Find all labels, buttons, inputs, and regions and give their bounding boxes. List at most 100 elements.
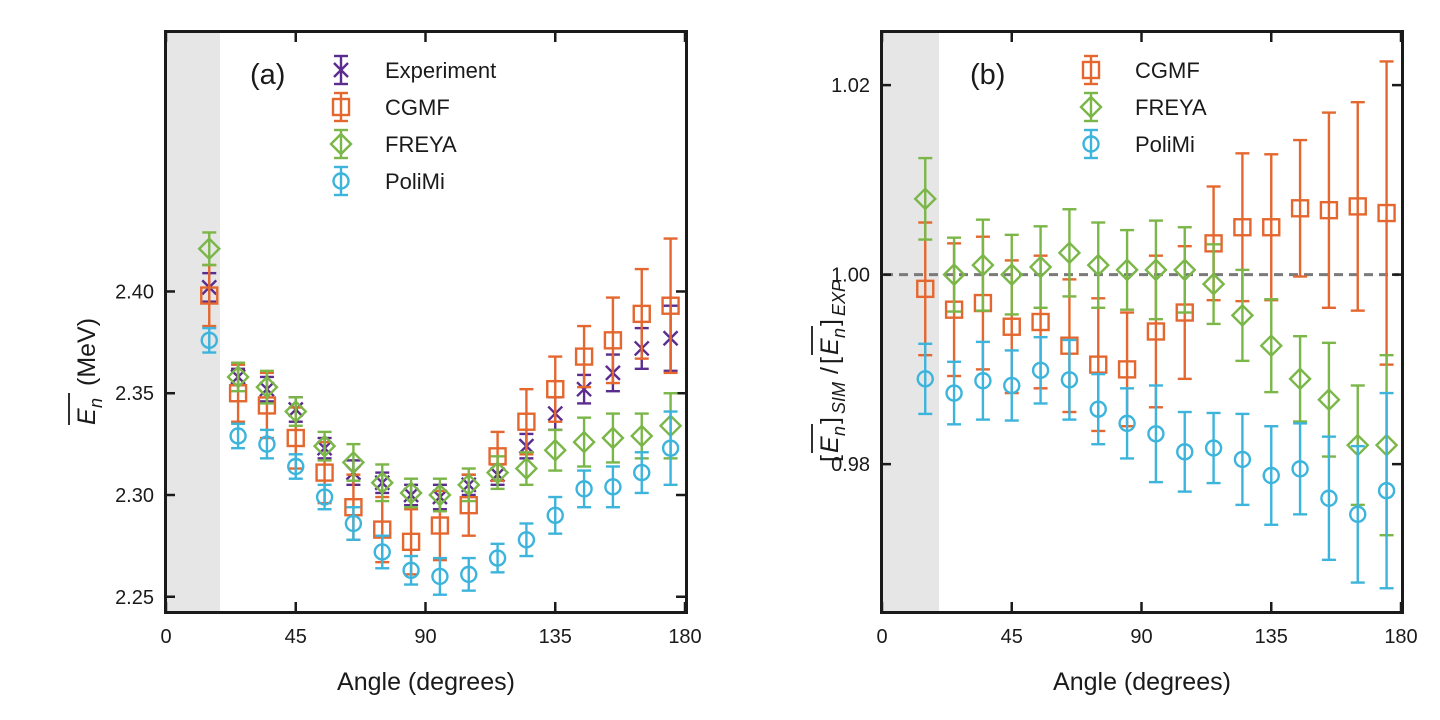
data-point <box>1118 414 1136 433</box>
y-tick-label: 2.35 <box>115 383 154 405</box>
legend-entry: Experiment <box>333 54 496 86</box>
x-tick-label: 135 <box>539 626 572 648</box>
panel-b-y-label-sub-sim: SIM <box>829 382 849 414</box>
panel-b-y-axis-label: [ E n ] SIM / [ E n ] EXP <box>811 280 849 462</box>
data-point <box>1060 371 1079 389</box>
data-point <box>1291 460 1309 478</box>
series-polimi <box>916 335 1396 590</box>
data-point <box>517 412 536 431</box>
legend-entry: CGMF <box>331 91 450 123</box>
panel-a-y-label-unit: (MeV) <box>73 318 101 386</box>
data-point <box>1057 241 1082 265</box>
legend-entry: FREYA <box>329 128 457 160</box>
data-point <box>1204 439 1223 457</box>
y-tick-label: 1.00 <box>831 265 870 287</box>
data-point <box>402 561 420 579</box>
legend-marker <box>329 132 353 156</box>
data-point <box>1144 258 1168 282</box>
data-point <box>341 450 366 475</box>
y-tick-label: 2.30 <box>115 485 154 507</box>
panel-a-label: (a) <box>250 59 285 91</box>
data-point <box>633 463 651 482</box>
data-point <box>661 439 680 457</box>
data-point <box>1002 317 1021 336</box>
data-point <box>574 347 594 366</box>
data-point <box>370 471 394 495</box>
legend-marker <box>1081 60 1101 80</box>
data-point <box>572 430 596 454</box>
data-point <box>1089 400 1107 418</box>
data-point <box>315 463 334 482</box>
legend-label: PoliMi <box>1135 132 1195 157</box>
data-point <box>1348 197 1367 216</box>
series-freya <box>913 156 1399 537</box>
data-point <box>632 304 651 324</box>
data-point <box>1290 199 1310 218</box>
legend-entry: PoliMi <box>332 165 445 197</box>
panel-a-x-axis-label: Angle (degrees) <box>337 668 515 696</box>
data-point <box>1377 481 1396 500</box>
data-point <box>200 286 219 305</box>
legend-entry: FREYA <box>1079 91 1207 123</box>
data-point <box>601 426 625 450</box>
panel-a-frame <box>164 30 688 614</box>
data-point <box>575 480 593 498</box>
panel-b-y-label-bracket-open-2: [ <box>816 357 844 364</box>
legend-marker <box>1079 95 1103 119</box>
legend-entry: PoliMi <box>1082 128 1195 160</box>
data-point <box>1201 272 1226 296</box>
series-freya <box>197 231 683 513</box>
panel-b-label: (b) <box>970 59 1005 91</box>
data-point <box>1031 312 1050 332</box>
data-point <box>1028 255 1053 279</box>
data-point <box>1233 450 1252 469</box>
panel-b-y-label-sub-1: n <box>829 426 849 436</box>
panel-b-legend: CGMF FREYA PoliMi <box>1079 54 1207 160</box>
data-point <box>457 473 481 497</box>
panel-a: 0 45 90 135 180 2.25 2.30 2.35 2.40 (a) Experime… <box>68 30 702 696</box>
data-point <box>945 384 963 402</box>
panel-a-ticks: 0 45 90 135 180 2.25 2.30 2.35 2.40 <box>115 33 702 648</box>
data-point <box>1288 367 1312 391</box>
panel-b-shaded-region <box>882 32 939 612</box>
data-point <box>430 516 450 535</box>
data-point <box>1089 355 1108 374</box>
panel-b-y-label-symbol-1: E <box>816 436 844 453</box>
data-point <box>1320 489 1338 507</box>
data-point <box>399 481 423 505</box>
data-point <box>916 279 935 299</box>
panel-a-y-label-symbol: E <box>73 408 101 425</box>
data-point <box>916 370 934 388</box>
data-point <box>974 372 992 390</box>
legend-marker <box>1082 135 1100 153</box>
legend-label: PoliMi <box>385 169 445 194</box>
data-point <box>1000 262 1024 287</box>
data-point <box>546 379 565 399</box>
y-tick-label: 2.40 <box>115 281 154 303</box>
data-point <box>431 567 449 586</box>
data-point <box>546 506 564 525</box>
panel-b: 0 45 90 135 180 0.98 1.00 1.02 (b) CGMF FREYA Pol… <box>811 30 1418 696</box>
data-point <box>460 565 478 584</box>
data-point <box>312 434 337 458</box>
data-point <box>1349 505 1367 524</box>
data-point <box>913 187 937 211</box>
data-point <box>1262 466 1280 485</box>
data-point <box>543 438 567 462</box>
x-tick-label: 180 <box>1384 626 1417 648</box>
data-point <box>514 456 539 481</box>
legend-label: Experiment <box>385 58 496 83</box>
panel-b-data <box>913 60 1399 590</box>
x-tick-label: 45 <box>1001 626 1023 648</box>
legend-label: FREYA <box>1135 95 1207 120</box>
data-point <box>1319 200 1339 220</box>
data-point <box>517 531 536 549</box>
legend-marker <box>331 97 351 117</box>
panel-a-shaded-region <box>166 32 220 612</box>
data-point <box>1146 322 1166 341</box>
data-point <box>344 514 363 533</box>
data-point <box>971 253 995 277</box>
data-point <box>1176 443 1194 461</box>
series-cgmf <box>200 237 680 576</box>
